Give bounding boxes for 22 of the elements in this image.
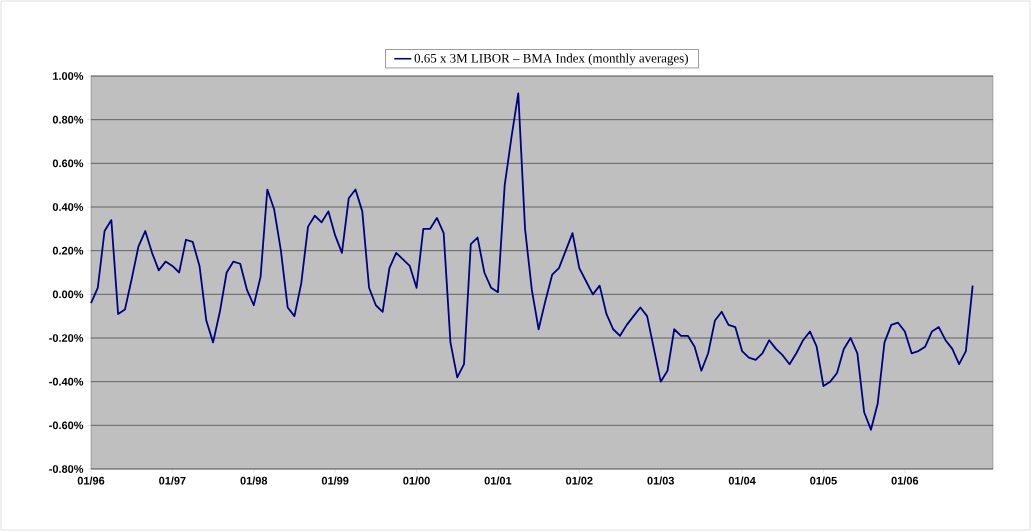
x-tick-label: 01/97 <box>159 476 186 485</box>
x-tick-label: 01/96 <box>77 476 105 485</box>
y-tick-label: -0.80% <box>49 465 84 473</box>
x-tick-label: 01/05 <box>810 476 837 485</box>
y-tick-label: 0.80% <box>52 115 84 124</box>
legend-label: 0.65 x 3M LIBOR – BMA Index (monthly averages) <box>414 53 688 66</box>
x-tick-label: 01/03 <box>647 476 675 485</box>
x-tick-label: 01/04 <box>728 476 756 485</box>
x-tick-label: 01/02 <box>566 476 593 485</box>
y-tick-label: -0.60% <box>49 421 84 430</box>
x-tick-label: 01/06 <box>891 476 919 485</box>
y-tick-label: 0.40% <box>52 203 84 211</box>
y-tick-label: 0.00% <box>52 290 84 299</box>
y-tick-label: 1.00% <box>53 72 84 80</box>
y-tick-label: -0.20% <box>49 334 84 342</box>
x-tick-label: 01/98 <box>240 476 268 485</box>
y-tick-label: 0.20% <box>52 246 84 255</box>
y-tick-label: 0.60% <box>52 159 84 168</box>
x-tick-label: 01/99 <box>321 476 349 485</box>
y-tick-label: -0.40% <box>49 377 84 386</box>
x-tick-label: 01/00 <box>403 476 430 485</box>
x-tick-label: 01/01 <box>484 476 512 485</box>
